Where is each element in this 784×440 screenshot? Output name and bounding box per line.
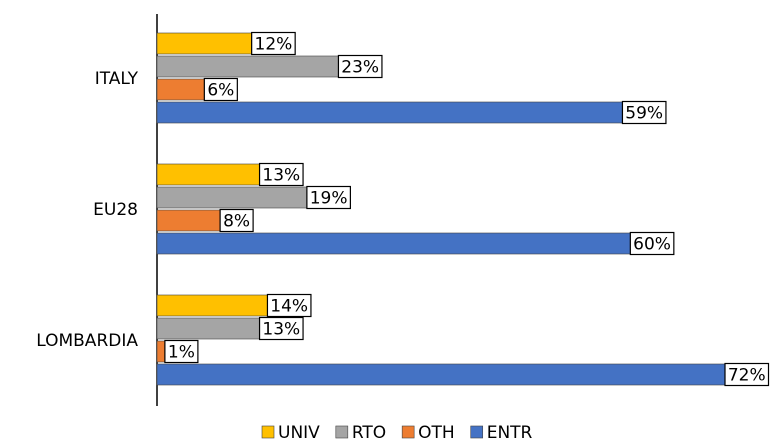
legend-label: OTH xyxy=(418,423,455,440)
legend-swatch xyxy=(261,425,275,439)
legend-swatch xyxy=(335,425,349,439)
data-label-box xyxy=(266,293,312,318)
data-label-box xyxy=(203,77,238,102)
category-label: ITALY xyxy=(95,69,139,89)
bar xyxy=(156,163,260,186)
data-label-box xyxy=(306,185,351,210)
category-label: EU28 xyxy=(93,200,138,220)
data-label-box xyxy=(251,31,296,56)
data-label-box xyxy=(337,54,383,79)
bar xyxy=(156,294,268,317)
bar xyxy=(156,32,252,55)
legend-swatch xyxy=(401,425,415,439)
bar xyxy=(156,363,726,386)
legend-swatch xyxy=(470,425,484,439)
data-label: 60% xyxy=(633,235,671,255)
bar xyxy=(156,317,260,340)
data-label: 14% xyxy=(270,297,308,317)
legend-label: UNIV xyxy=(278,423,320,440)
data-label: 8% xyxy=(223,212,250,232)
data-label: 59% xyxy=(625,104,663,124)
data-label: 19% xyxy=(310,189,348,209)
data-label: 23% xyxy=(341,58,379,78)
data-label: 12% xyxy=(255,35,293,55)
bar xyxy=(156,186,308,209)
bar xyxy=(156,232,631,255)
legend-label: ENTR xyxy=(487,423,533,440)
data-label-box xyxy=(258,162,304,187)
data-label: 72% xyxy=(728,366,766,386)
bar xyxy=(156,101,623,124)
data-label: 1% xyxy=(168,343,195,363)
bar xyxy=(156,340,166,363)
data-label-box xyxy=(164,339,199,364)
data-label-box xyxy=(258,316,304,341)
data-label: 13% xyxy=(262,166,300,186)
data-label-box xyxy=(629,231,675,256)
data-label: 13% xyxy=(262,320,300,340)
data-label-box xyxy=(219,208,254,233)
data-label-box xyxy=(724,362,770,387)
bar xyxy=(156,55,339,78)
data-label: 6% xyxy=(207,81,234,101)
bar xyxy=(156,78,205,101)
data-label-box xyxy=(621,100,667,125)
bar xyxy=(156,209,221,232)
category-label: LOMBARDIA xyxy=(36,331,138,351)
legend-label: RTO xyxy=(352,423,386,440)
